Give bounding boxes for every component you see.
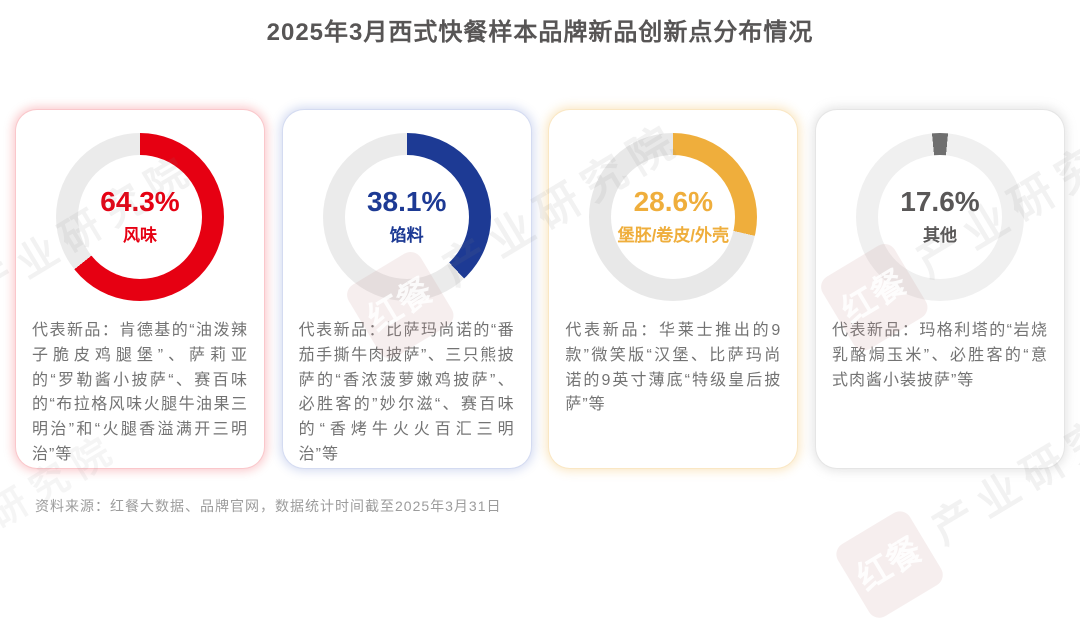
page-title: 2025年3月西式快餐样本品牌新品创新点分布情况 (266, 19, 814, 46)
data-source-note: 资料来源：红餐大数据、品牌官网，数据统计时间截至2025年3月31日 (35, 498, 502, 514)
category-cards-row: 64.3% 风味 代表新品：肯德基的“油泼辣子脆皮鸡腿堡”、萨莉亚的“罗勒酱小披… (0, 109, 1080, 469)
donut-center: 28.6% 堡胚/卷皮/外壳 (611, 155, 736, 279)
percent-value: 38.1% (366, 186, 447, 218)
category-label: 其他 (922, 226, 957, 246)
donut-center: 17.6% 其他 (877, 155, 1002, 279)
card-filling: 38.1% 馅料 代表新品：比萨玛尚诺的“番茄手撕牛肉披萨”、三只熊披萨的“香浓… (281, 109, 532, 469)
representative-products: 代表新品：华莱士推出的9款”微笑版“汉堡、比萨玛尚诺的9英寸薄底“特级皇后披萨”… (565, 322, 782, 414)
donut-chart-bun: 28.6% 堡胚/卷皮/外壳 (589, 133, 758, 301)
donut-chart-flavor: 64.3% 风味 (56, 133, 224, 301)
donut-center: 38.1% 馅料 (344, 155, 469, 279)
representative-products: 代表新品：比萨玛尚诺的“番茄手撕牛肉披萨”、三只熊披萨的“香浓菠萝嫩鸡披萨”、必… (298, 322, 515, 463)
brand-logo-watermark: 红餐 (831, 506, 948, 622)
category-label: 堡胚/卷皮/外壳 (617, 226, 730, 246)
percent-value: 28.6% (633, 186, 714, 218)
card-flavor: 64.3% 风味 代表新品：肯德基的“油泼辣子脆皮鸡腿堡”、萨莉亚的“罗勒酱小披… (15, 109, 265, 469)
category-label: 馅料 (389, 226, 424, 246)
category-label: 风味 (123, 226, 157, 246)
donut-chart-filling: 38.1% 馅料 (322, 133, 491, 301)
donut-center: 64.3% 风味 (78, 155, 202, 279)
card-other: 17.6% 其他 代表新品：玛格利塔的“岩烧乳酪焗玉米”、必胜客的“意式肉酱小装… (814, 109, 1065, 469)
donut-chart-other: 17.6% 其他 (855, 133, 1024, 301)
percent-value: 17.6% (900, 186, 980, 218)
representative-products: 代表新品：玛格利塔的“岩烧乳酪焗玉米”、必胜客的“意式肉酱小装披萨”等 (831, 322, 1048, 389)
percent-value: 64.3% (100, 186, 180, 218)
representative-products: 代表新品：肯德基的“油泼辣子脆皮鸡腿堡”、萨莉亚的“罗勒酱小披萨“、赛百味的“布… (32, 322, 248, 463)
card-bun-wrap-shell: 28.6% 堡胚/卷皮/外壳 代表新品：华莱士推出的9款”微笑版“汉堡、比萨玛尚… (548, 109, 799, 469)
